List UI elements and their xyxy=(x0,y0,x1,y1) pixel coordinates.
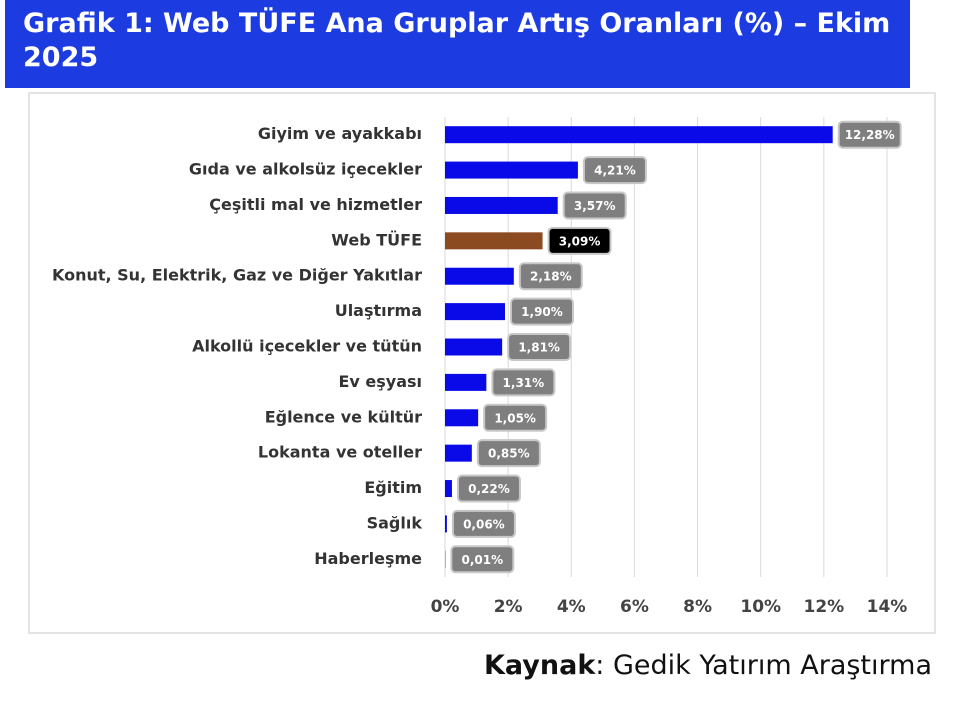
x-tick-label: 14% xyxy=(867,597,908,617)
y-tick-label: Gıda ve alkolsüz içecekler xyxy=(189,160,422,179)
value-label-box xyxy=(509,297,574,326)
value-label-box xyxy=(562,191,627,220)
value-label: 2,18% xyxy=(530,270,572,284)
y-tick-label: Alkollü içecekler ve tütün xyxy=(192,337,422,356)
x-tick-label: 12% xyxy=(804,597,845,617)
bar xyxy=(445,196,558,214)
value-label-box xyxy=(451,509,516,538)
value-label: 4,21% xyxy=(594,164,636,178)
y-tick-label: Ev eşyası xyxy=(338,372,422,391)
value-label: 0,01% xyxy=(461,553,503,567)
chart-frame xyxy=(28,92,936,634)
x-tick-label: 8% xyxy=(683,597,712,617)
x-tick-label: 6% xyxy=(620,597,649,617)
value-label-box xyxy=(483,403,548,432)
x-tick-label: 4% xyxy=(557,597,586,617)
source-label: Kaynak xyxy=(483,650,596,681)
bar xyxy=(445,444,472,462)
y-tick-label: Lokanta ve oteller xyxy=(258,443,422,462)
value-label-box xyxy=(450,545,515,574)
chart: 0% 2% 4% 6% 8% 10% 12% 14% Giyim ve ayakkabı 12,2… xyxy=(52,117,908,617)
value-label: 1,90% xyxy=(521,305,563,319)
bar xyxy=(445,303,505,321)
x-tick-label: 2% xyxy=(494,597,523,617)
value-label: 0,06% xyxy=(463,517,505,531)
value-label: 1,81% xyxy=(518,341,560,355)
value-label: 0,22% xyxy=(468,482,510,496)
y-tick-label: Konut, Su, Elektrik, Gaz ve Diğer Yakıtl… xyxy=(52,266,422,285)
source: Kaynak: Gedik Yatırım Araştırma xyxy=(484,650,932,681)
value-label: 3,57% xyxy=(574,199,616,213)
bar xyxy=(445,373,487,391)
value-label-box xyxy=(456,474,521,503)
value-label-box xyxy=(518,262,583,291)
bar xyxy=(445,267,514,285)
value-label-box xyxy=(476,439,541,468)
value-label-box xyxy=(547,226,612,255)
bar xyxy=(445,232,543,250)
chart-title: Grafik 1: Web TÜFE Ana Gruplar Artış Ora… xyxy=(5,0,910,88)
value-label: 1,31% xyxy=(503,376,545,390)
y-tick-label: Web TÜFE xyxy=(331,230,422,249)
y-tick-label: Eğlence ve kültür xyxy=(265,407,422,426)
value-label: 0,85% xyxy=(488,447,530,461)
value-label-box xyxy=(491,368,556,397)
bar xyxy=(445,515,447,533)
y-tick-label: Ulaştırma xyxy=(335,301,422,320)
value-label: 3,09% xyxy=(559,234,601,248)
value-label-box xyxy=(507,333,572,361)
y-tick-label: Çeşitli mal ve hizmetler xyxy=(209,195,422,214)
x-tick-label: 10% xyxy=(740,597,781,617)
source-text: : Gedik Yatırım Araştırma xyxy=(595,650,932,681)
value-label: 12,28% xyxy=(845,128,895,142)
y-tick-label: Giyim ve ayakkabı xyxy=(258,124,422,143)
value-label: 1,05% xyxy=(494,411,536,425)
y-tick-label: Sağlık xyxy=(367,513,423,532)
bar xyxy=(445,409,479,427)
value-label-box xyxy=(582,156,647,185)
bar xyxy=(445,338,503,356)
x-tick-label: 0% xyxy=(431,597,460,617)
bar xyxy=(445,480,452,498)
bar xyxy=(445,126,833,144)
y-tick-label: Haberleşme xyxy=(314,549,422,568)
value-label-box xyxy=(837,120,902,149)
bar xyxy=(445,161,578,179)
y-tick-label: Eğitim xyxy=(364,478,422,497)
